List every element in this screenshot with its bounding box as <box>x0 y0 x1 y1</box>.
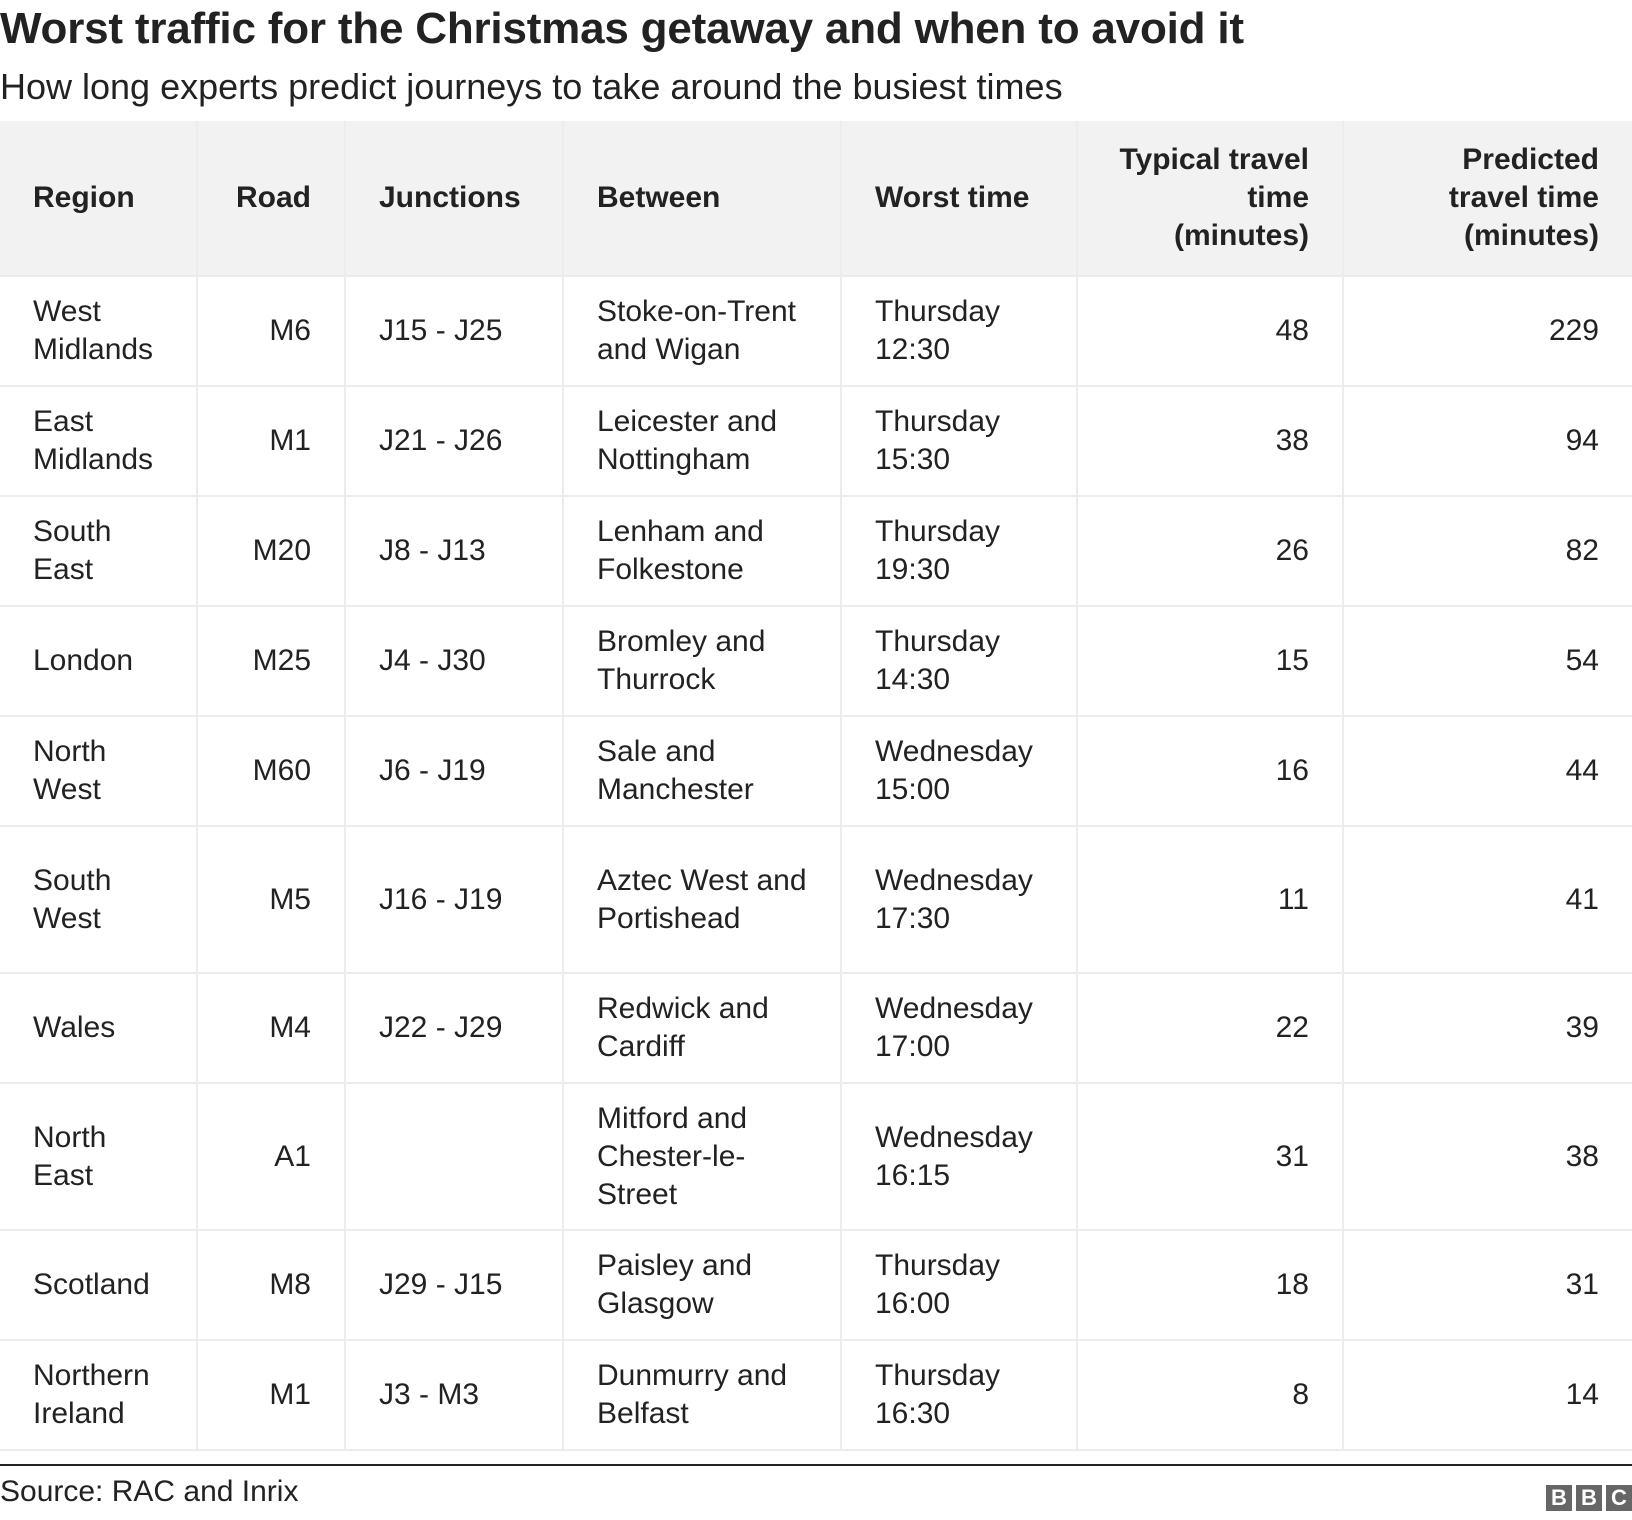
cell-region: South West <box>0 826 198 974</box>
cell-region: East Midlands <box>0 386 198 497</box>
cell-between: Aztec West and Portishead <box>563 826 842 974</box>
footer-divider <box>0 1464 1632 1466</box>
cell-junctions: J29 - J15 <box>345 1230 564 1341</box>
column-header-typical-time: Typical travel time (minutes) <box>1077 121 1344 277</box>
cell-typical-time: 38 <box>1077 386 1344 497</box>
cell-between: Dunmurry and Belfast <box>563 1340 842 1451</box>
cell-region: West Midlands <box>0 276 198 387</box>
chart-title: Worst traffic for the Christmas getaway … <box>0 4 1244 53</box>
table-row: London M25 J4 - J30 Bromley and Thurrock Thu… <box>0 606 1632 717</box>
cell-between: Paisley and Glasgow <box>563 1230 842 1341</box>
cell-junctions: J16 - J19 <box>345 826 564 974</box>
cell-region: North East <box>0 1083 198 1231</box>
source-note: Source: RAC and Inrix <box>0 1475 299 1508</box>
cell-road: M8 <box>197 1230 346 1341</box>
table-row: West Midlands M6 J15 - J25 Stoke-on-Trent a… <box>0 276 1632 387</box>
cell-region: Wales <box>0 973 198 1084</box>
cell-predicted-time: 229 <box>1343 276 1632 387</box>
cell-between: Redwick and Cardiff <box>563 973 842 1084</box>
cell-junctions: J4 - J30 <box>345 606 564 717</box>
column-header-between: Between <box>563 121 842 277</box>
cell-between: Sale and Manchester <box>563 716 842 827</box>
cell-typical-time: 8 <box>1077 1340 1344 1451</box>
cell-region: Northern Ireland <box>0 1340 198 1451</box>
cell-worst-time: Thursday 15:30 <box>841 386 1078 497</box>
cell-typical-time: 48 <box>1077 276 1344 387</box>
cell-worst-time: Thursday 12:30 <box>841 276 1078 387</box>
cell-worst-time: Wednesday 17:00 <box>841 973 1078 1084</box>
column-header-junctions: Junctions <box>345 121 564 277</box>
table-row: North East A1 Mitford and Chester-le-Stree… <box>0 1083 1632 1231</box>
cell-junctions: J6 - J19 <box>345 716 564 827</box>
cell-road: M6 <box>197 276 346 387</box>
cell-worst-time: Thursday 19:30 <box>841 496 1078 607</box>
cell-worst-time: Wednesday 17:30 <box>841 826 1078 974</box>
cell-junctions: J21 - J26 <box>345 386 564 497</box>
cell-predicted-time: 31 <box>1343 1230 1632 1341</box>
cell-road: M1 <box>197 1340 346 1451</box>
cell-typical-time: 11 <box>1077 826 1344 974</box>
cell-predicted-time: 38 <box>1343 1083 1632 1231</box>
chart-subtitle: How long experts predict journeys to tak… <box>0 66 1063 107</box>
cell-worst-time: Wednesday 15:00 <box>841 716 1078 827</box>
cell-junctions <box>345 1083 564 1231</box>
cell-predicted-time: 54 <box>1343 606 1632 717</box>
cell-between: Bromley and Thurrock <box>563 606 842 717</box>
cell-typical-time: 15 <box>1077 606 1344 717</box>
cell-junctions: J3 - M3 <box>345 1340 564 1451</box>
cell-predicted-time: 41 <box>1343 826 1632 974</box>
traffic-table: Region Road Junctions Between Worst time… <box>0 121 1632 1451</box>
cell-road: M4 <box>197 973 346 1084</box>
cell-junctions: J22 - J29 <box>345 973 564 1084</box>
cell-road: M25 <box>197 606 346 717</box>
cell-region: South East <box>0 496 198 607</box>
cell-typical-time: 18 <box>1077 1230 1344 1341</box>
cell-region: London <box>0 606 198 717</box>
bbc-logo: B B C <box>1546 1485 1632 1511</box>
cell-typical-time: 16 <box>1077 716 1344 827</box>
cell-region: Scotland <box>0 1230 198 1341</box>
cell-typical-time: 22 <box>1077 973 1344 1084</box>
cell-predicted-time: 94 <box>1343 386 1632 497</box>
cell-between: Mitford and Chester-le-Street <box>563 1083 842 1231</box>
cell-road: A1 <box>197 1083 346 1231</box>
cell-worst-time: Thursday 16:00 <box>841 1230 1078 1341</box>
table-header-row: Region Road Junctions Between Worst time… <box>0 121 1632 277</box>
cell-road: M60 <box>197 716 346 827</box>
cell-predicted-time: 44 <box>1343 716 1632 827</box>
cell-predicted-time: 82 <box>1343 496 1632 607</box>
cell-between: Leicester and Nottingham <box>563 386 842 497</box>
table-row: East Midlands M1 J21 - J26 Leicester and No… <box>0 386 1632 497</box>
cell-worst-time: Wednesday 16:15 <box>841 1083 1078 1231</box>
table-row: Wales M4 J22 - J29 Redwick and Cardiff Wedne… <box>0 973 1632 1084</box>
cell-typical-time: 26 <box>1077 496 1344 607</box>
cell-typical-time: 31 <box>1077 1083 1344 1231</box>
cell-junctions: J15 - J25 <box>345 276 564 387</box>
cell-worst-time: Thursday 16:30 <box>841 1340 1078 1451</box>
cell-predicted-time: 39 <box>1343 973 1632 1084</box>
bbc-logo-letter: B <box>1576 1485 1602 1511</box>
column-header-predicted-time: Predicted travel time (minutes) <box>1343 121 1632 277</box>
bbc-logo-letter: B <box>1546 1485 1572 1511</box>
cell-region: North West <box>0 716 198 827</box>
table-row: Scotland M8 J29 - J15 Paisley and Glasgow Th… <box>0 1230 1632 1341</box>
cell-junctions: J8 - J13 <box>345 496 564 607</box>
column-header-region: Region <box>0 121 198 277</box>
bbc-logo-letter: C <box>1606 1485 1632 1511</box>
table-body: West Midlands M6 J15 - J25 Stoke-on-Trent a… <box>0 276 1632 1451</box>
cell-between: Lenham and Folkestone <box>563 496 842 607</box>
table-row: South West M5 J16 - J19 Aztec West and Port… <box>0 826 1632 974</box>
column-header-worst-time: Worst time <box>841 121 1078 277</box>
table-row: South East M20 J8 - J13 Lenham and Folkesto… <box>0 496 1632 607</box>
table-row: North West M60 J6 - J19 Sale and Manchester… <box>0 716 1632 827</box>
cell-road: M20 <box>197 496 346 607</box>
cell-predicted-time: 14 <box>1343 1340 1632 1451</box>
cell-worst-time: Thursday 14:30 <box>841 606 1078 717</box>
cell-road: M5 <box>197 826 346 974</box>
traffic-table-container: Region Road Junctions Between Worst time… <box>0 121 1632 1451</box>
column-header-road: Road <box>197 121 346 277</box>
cell-road: M1 <box>197 386 346 497</box>
cell-between: Stoke-on-Trent and Wigan <box>563 276 842 387</box>
table-row: Northern Ireland M1 J3 - M3 Dunmurry and Be… <box>0 1340 1632 1451</box>
